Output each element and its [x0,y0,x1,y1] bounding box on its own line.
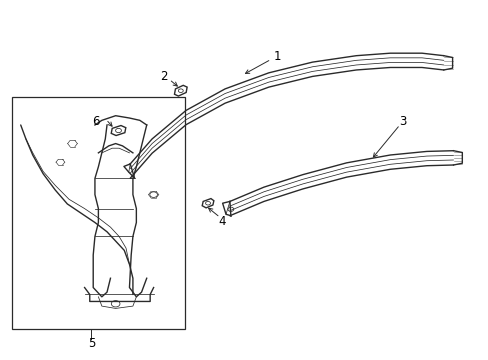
Text: 4: 4 [219,215,226,228]
Text: 1: 1 [273,50,281,63]
Text: 3: 3 [398,114,406,127]
Text: 5: 5 [87,337,95,350]
Text: 2: 2 [160,70,168,83]
Text: 6: 6 [92,114,100,127]
Bar [12,97,184,329]
